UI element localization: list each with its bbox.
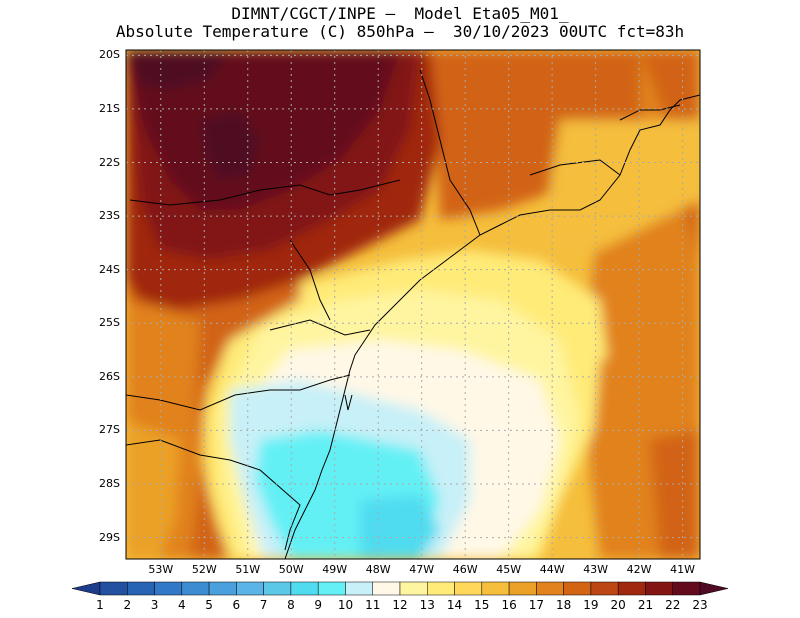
colorbar-segment bbox=[208, 581, 237, 596]
latitude-label: 27S bbox=[99, 423, 120, 437]
graticule bbox=[126, 50, 700, 559]
colorbar-label: 7 bbox=[259, 598, 268, 612]
longitude-label: 50W bbox=[278, 563, 304, 576]
longitude-label: 41W bbox=[670, 563, 696, 576]
colorbar-segment bbox=[345, 581, 373, 596]
latitude-label: 26S bbox=[99, 369, 120, 383]
longitude-label: 51W bbox=[235, 563, 261, 576]
longitude-label: 46W bbox=[452, 563, 478, 576]
longitude-label: 47W bbox=[409, 563, 435, 576]
colorbar-label: 10 bbox=[337, 598, 354, 612]
colorbar-underflow-arrow bbox=[71, 581, 101, 596]
latitude-label: 28S bbox=[99, 476, 120, 490]
colorbar-segment bbox=[127, 581, 155, 596]
colorbar-segment bbox=[317, 581, 346, 596]
latitude-label: 20S bbox=[99, 48, 120, 62]
colorbar-label: 3 bbox=[150, 598, 159, 612]
longitude-label: 53W bbox=[148, 563, 174, 576]
latitude-label: 29S bbox=[99, 530, 120, 544]
colorbar-segment bbox=[263, 581, 292, 596]
latitude-label: 23S bbox=[99, 209, 120, 223]
latitude-label: 21S bbox=[99, 101, 120, 115]
colorbar-label: 11 bbox=[365, 598, 381, 612]
colorbar-label: 14 bbox=[446, 598, 463, 612]
longitude-label: 48W bbox=[365, 563, 391, 576]
colorbar-label: 17 bbox=[528, 598, 544, 612]
colorbar-label: 12 bbox=[392, 598, 408, 612]
colorbar-segment bbox=[590, 581, 619, 596]
colorbar-segment bbox=[508, 581, 537, 596]
latitude-label: 22S bbox=[99, 155, 120, 169]
colorbar-label: 19 bbox=[583, 598, 599, 612]
colorbar-label: 21 bbox=[637, 598, 654, 612]
colorbar-label: 9 bbox=[314, 598, 322, 612]
colorbar-label: 1 bbox=[96, 598, 104, 612]
colorbar-label: 13 bbox=[419, 598, 435, 612]
colorbar-segment bbox=[236, 581, 264, 596]
colorbar-label: 5 bbox=[205, 598, 213, 612]
longitude-label: 42W bbox=[626, 563, 652, 576]
longitude-label: 49W bbox=[322, 563, 348, 576]
colorbar-label: 18 bbox=[555, 598, 572, 612]
colorbar-label: 4 bbox=[177, 598, 186, 612]
colorbar-segment bbox=[672, 581, 701, 596]
colorbar bbox=[71, 581, 729, 596]
colorbar-label: 15 bbox=[474, 598, 490, 612]
colorbar-label: 16 bbox=[501, 598, 517, 612]
latitude-label: 25S bbox=[99, 316, 120, 330]
colorbar-segment bbox=[645, 581, 673, 596]
colorbar-label: 2 bbox=[123, 598, 132, 612]
colorbar-overflow-arrow bbox=[699, 581, 729, 596]
chart-title-line-2: Absolute Temperature (C) 850hPa – 30/10/… bbox=[115, 22, 685, 41]
colorbar-segment bbox=[372, 581, 401, 596]
colorbar-segment bbox=[181, 581, 210, 596]
chart-title-line-1: DIMNT/CGCT/INPE – Model Eta05_M01_ bbox=[231, 4, 569, 23]
colorbar-label: 6 bbox=[232, 598, 241, 612]
colorbar-segment bbox=[399, 581, 428, 596]
colorbar-segment bbox=[454, 581, 483, 596]
longitude-label: 44W bbox=[539, 563, 565, 576]
colorbar-segment bbox=[154, 581, 183, 596]
plot-frame bbox=[125, 49, 701, 560]
coastline-and-borders bbox=[126, 69, 700, 559]
colorbar-label: 22 bbox=[665, 598, 681, 612]
latitude-label: 24S bbox=[99, 262, 120, 276]
longitude-label: 52W bbox=[191, 563, 217, 576]
temperature-contours bbox=[126, 50, 700, 559]
colorbar-segment bbox=[99, 581, 128, 596]
colorbar-label: 8 bbox=[287, 598, 295, 612]
colorbar-label: 23 bbox=[692, 598, 708, 612]
colorbar-segment bbox=[617, 581, 646, 596]
colorbar-segment bbox=[427, 581, 455, 596]
colorbar-label: 20 bbox=[610, 598, 626, 612]
longitude-label: 45W bbox=[496, 563, 522, 576]
longitude-label: 43W bbox=[583, 563, 609, 576]
colorbar-segment bbox=[563, 581, 592, 596]
colorbar-segment bbox=[536, 581, 564, 596]
colorbar-segment bbox=[481, 581, 510, 596]
temperature-field bbox=[126, 50, 700, 559]
colorbar-segment bbox=[290, 581, 319, 596]
